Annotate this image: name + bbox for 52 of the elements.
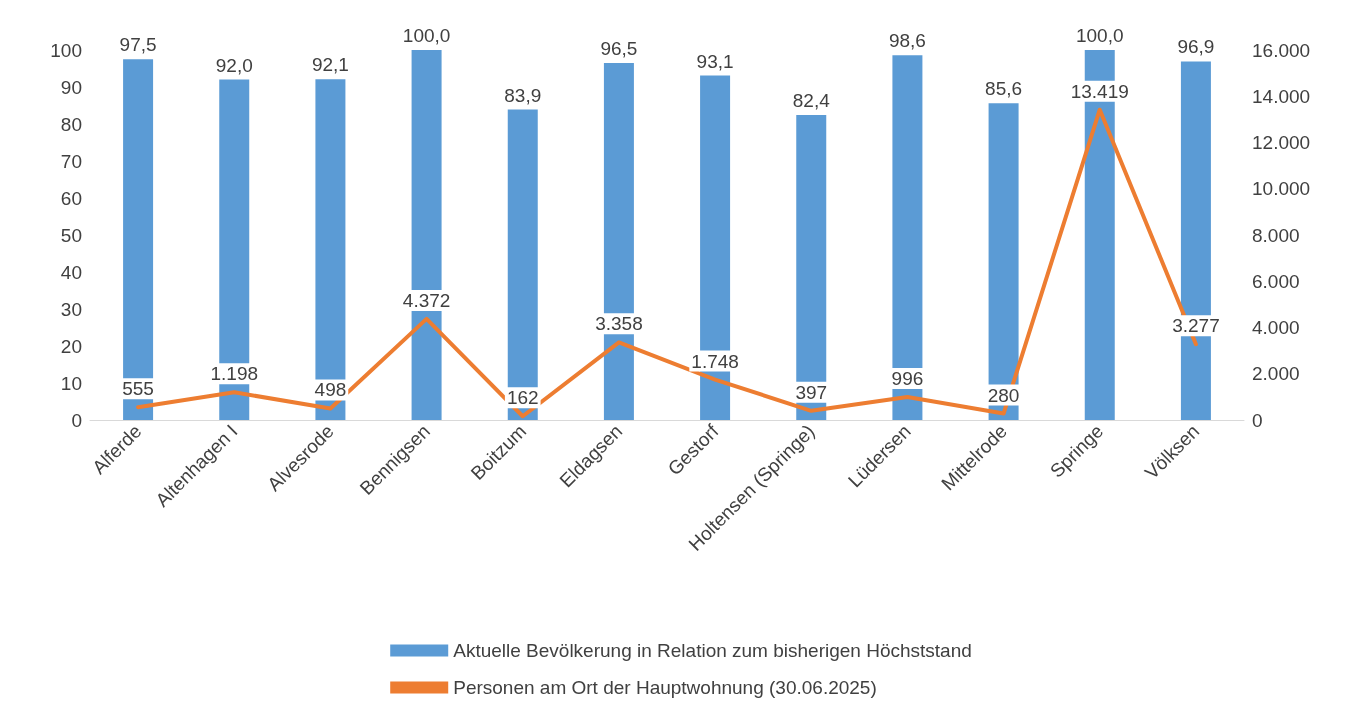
bar <box>892 55 923 420</box>
data-label: 996 <box>891 367 924 389</box>
data-label: 100,0 <box>402 25 451 46</box>
data-label: 85,6 <box>985 78 1023 100</box>
y2-tick-label: 2.000 <box>1252 363 1300 385</box>
legend-label: Personen am Ort der Hauptwohnung (30.06.2025) <box>453 677 877 698</box>
legend-label: Aktuelle Bevölkerung in Relation zum bisherigen Höchststand <box>453 640 972 661</box>
y2-tick-label: 10.000 <box>1252 178 1311 200</box>
bar <box>507 109 538 420</box>
data-label: 13.419 <box>1070 80 1129 102</box>
bar <box>796 115 827 420</box>
y-tick-label: 50 <box>60 224 82 246</box>
data-label: 4.372 <box>402 289 451 311</box>
y2-tick-label: 0 <box>1252 409 1263 431</box>
data-label: 96,5 <box>600 37 638 59</box>
data-label: 97,5 <box>119 34 157 56</box>
data-label: 83,9 <box>504 84 542 106</box>
data-label: 3.277 <box>1172 315 1220 337</box>
data-label: 498 <box>314 379 347 401</box>
bar <box>988 103 1019 420</box>
data-label: 555 <box>122 378 154 400</box>
y2-tick-label: 8.000 <box>1252 224 1300 246</box>
data-label: 92,0 <box>215 54 253 76</box>
data-label: 82,4 <box>792 90 831 112</box>
y-tick-label: 0 <box>71 409 82 431</box>
y-tick-label: 40 <box>60 261 82 283</box>
y2-tick-label: 6.000 <box>1252 270 1300 292</box>
y2-tick-label: 4.000 <box>1252 317 1300 338</box>
y-tick-label: 10 <box>60 372 82 394</box>
bar <box>315 79 346 420</box>
data-label: 1.748 <box>691 350 739 372</box>
data-label: 397 <box>795 381 828 403</box>
data-label: 100,0 <box>1075 25 1124 46</box>
y2-tick-label: 16.000 <box>1252 39 1311 61</box>
data-label: 96,9 <box>1177 36 1215 58</box>
y-tick-label: 20 <box>60 335 82 357</box>
data-label: 280 <box>987 384 1020 406</box>
data-label: 162 <box>506 387 539 409</box>
data-label: 92,1 <box>311 54 349 76</box>
y-tick-label: 70 <box>60 150 82 172</box>
data-label: 1.198 <box>210 363 259 385</box>
bar <box>123 59 154 420</box>
y-tick-label: 80 <box>60 113 82 135</box>
y-tick-label: 60 <box>60 187 82 209</box>
y-tick-label: 90 <box>60 76 82 98</box>
y-tick-label: 100 <box>50 39 82 61</box>
y2-tick-label: 12.000 <box>1252 132 1311 153</box>
data-label: 93,1 <box>696 50 734 72</box>
y-tick-label: 30 <box>60 298 82 320</box>
data-label: 3.358 <box>595 313 643 335</box>
data-label: 98,6 <box>888 30 926 52</box>
y2-tick-label: 14.000 <box>1252 85 1311 107</box>
